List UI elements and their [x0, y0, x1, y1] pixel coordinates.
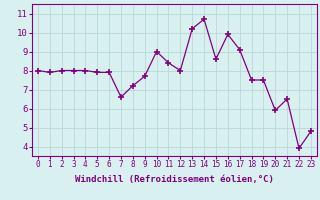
X-axis label: Windchill (Refroidissement éolien,°C): Windchill (Refroidissement éolien,°C): [75, 175, 274, 184]
